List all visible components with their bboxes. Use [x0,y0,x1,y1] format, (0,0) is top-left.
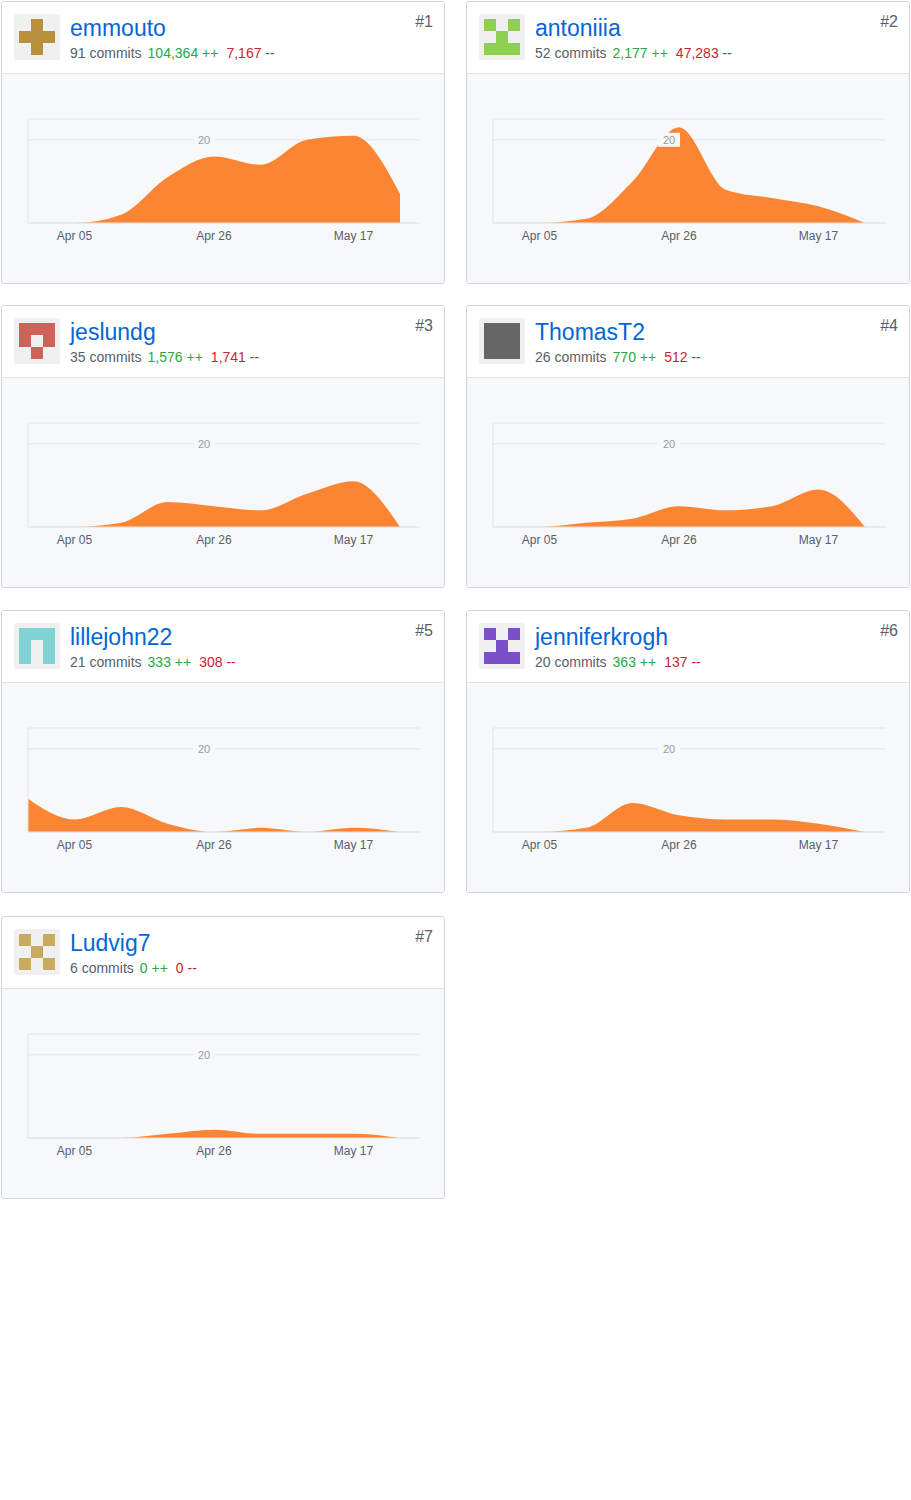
html-text:6 commits 0 ++: 6 commits 0 ++ [70,960,168,976]
html-text:#4: #4 [880,317,898,334]
svg-text:Apr 26: Apr 26 [661,838,697,852]
svg-text:Apr 05: Apr 05 [57,838,93,852]
svg-text:Apr 26: Apr 26 [196,1144,232,1158]
svg-text:20: 20 [198,1049,210,1061]
svg-text:20: 20 [198,743,210,755]
svg-text:May 17: May 17 [334,1144,374,1158]
svg-text:20: 20 [663,134,675,146]
html-text:1,741 --: 1,741 -- [210,349,260,365]
svg-text:Apr 05: Apr 05 [522,229,558,243]
html-text:52 commits 2,177 ++: 52 commits 2,177 ++ [535,45,668,61]
svg-text:Apr 05: Apr 05 [57,533,93,547]
html-text:91 commits 104,364 ++: 91 commits 104,364 ++ [70,45,219,61]
html-text:7,167 --: 7,167 -- [226,45,275,61]
html-text:emmouto: emmouto [70,15,166,41]
html-text:#3: #3 [415,317,433,334]
svg-text:Apr 26: Apr 26 [196,838,232,852]
svg-text:Apr 26: Apr 26 [196,229,232,243]
svg-text:Apr 05: Apr 05 [57,1144,93,1158]
svg-text:May 17: May 17 [799,229,839,243]
svg-text:Apr 05: Apr 05 [522,838,558,852]
html-text:35 commits 1,576 ++: 35 commits 1,576 ++ [70,349,203,365]
svg-text:May 17: May 17 [799,838,839,852]
html-text:#7: #7 [415,928,433,945]
svg-text:20: 20 [198,438,210,450]
svg-text:May 17: May 17 [799,533,839,547]
svg-text:Apr 05: Apr 05 [57,229,93,243]
html-text:lillejohn22: lillejohn22 [70,624,173,650]
html-text:20 commits 363 ++: 20 commits 363 ++ [535,654,657,670]
html-text:#2: #2 [880,13,898,30]
html-text:0 --: 0 -- [175,960,197,976]
svg-text:Apr 05: Apr 05 [522,533,558,547]
svg-text:20: 20 [663,438,675,450]
html-text:26 commits 770 ++: 26 commits 770 ++ [535,349,657,365]
html-text:jeslundg: jeslundg [70,319,156,345]
html-text:137 --: 137 -- [664,654,701,670]
svg-text:Apr 26: Apr 26 [661,229,697,243]
html-text:308 --: 308 -- [199,654,236,670]
html-text:ThomasT2: ThomasT2 [535,319,645,345]
html-text:21 commits 333 ++: 21 commits 333 ++ [70,654,192,670]
html-text:512 --: 512 -- [664,349,701,365]
html-text:47,283 --: 47,283 -- [675,45,732,61]
html-text:Ludvig7: Ludvig7 [70,930,151,956]
svg-text:May 17: May 17 [334,838,374,852]
html-text:#1: #1 [415,13,433,30]
html-text:antoniiia: antoniiia [535,15,621,41]
html-text:#5: #5 [415,622,433,639]
html-text:jenniferkrogh: jenniferkrogh [535,624,668,650]
svg-text:20: 20 [663,743,675,755]
svg-text:Apr 26: Apr 26 [196,533,232,547]
svg-text:Apr 26: Apr 26 [661,533,697,547]
svg-text:May 17: May 17 [334,229,374,243]
svg-text:20: 20 [198,134,210,146]
svg-text:May 17: May 17 [334,533,374,547]
html-text:#6: #6 [880,622,898,639]
